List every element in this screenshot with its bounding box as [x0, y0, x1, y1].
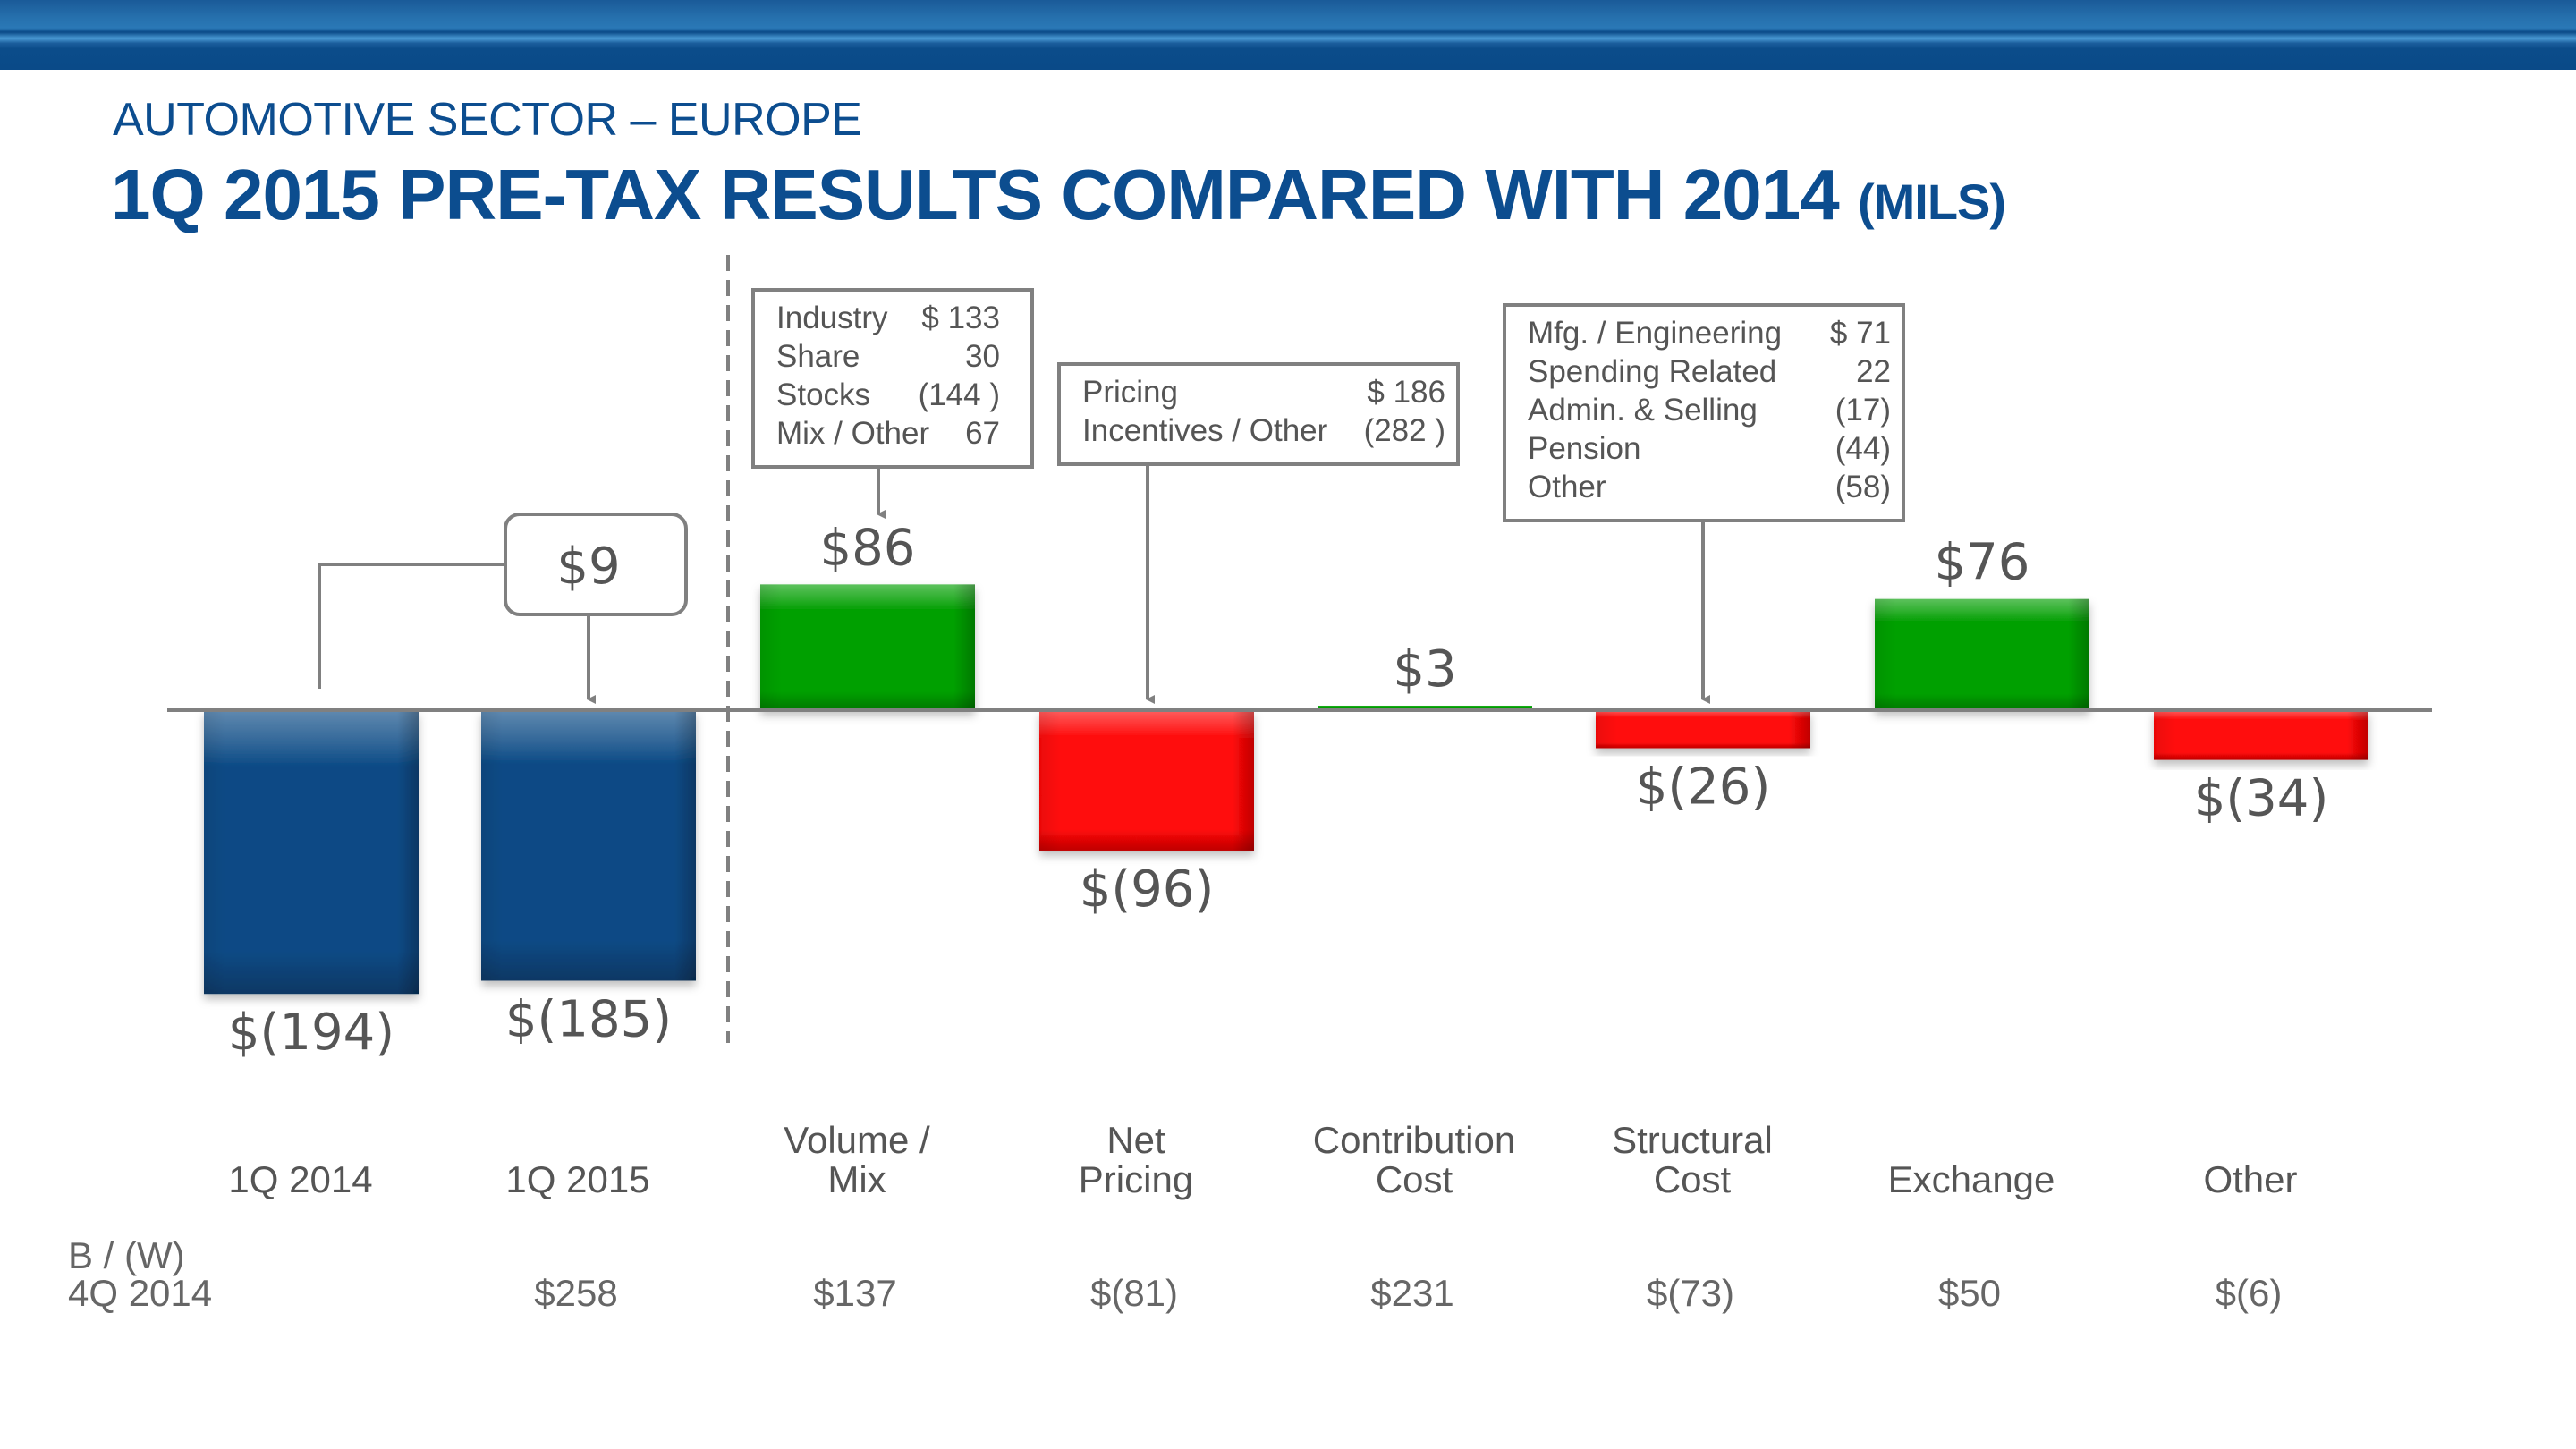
detail-row-value: (282 ) [1364, 413, 1445, 448]
bar-bevel-h [1039, 710, 1254, 851]
category-label: Other [2203, 1158, 2297, 1200]
detail-row-value: 67 [965, 416, 1000, 451]
bar [1039, 710, 1254, 851]
detail-row-value: 22 [1856, 354, 1891, 389]
detail-row-label: Mix / Other [776, 416, 929, 451]
bar-value-label: $(34) [2194, 770, 2329, 828]
bar-bevel-h [1596, 710, 1810, 749]
detail-box-frame [1503, 303, 1905, 522]
detail-row-label: Stocks [776, 377, 870, 412]
bar [1318, 706, 1532, 710]
detail-box-frame [1057, 362, 1460, 466]
detail-row-label: Industry [776, 301, 888, 335]
detail-box-frame [751, 288, 1034, 469]
detail-row-value: (144 ) [919, 377, 1000, 412]
bar [760, 584, 975, 710]
detail-row-label: Pricing [1082, 375, 1178, 410]
detail-row-label: Other [1528, 470, 1606, 504]
bar-fill [1318, 706, 1532, 710]
detail-box: Industry $ 133 Share 30 Stocks (144 ) Mix / Ot… [751, 288, 1034, 519]
bar-bevel-h [481, 710, 696, 981]
bar-bevel-h [2154, 710, 2368, 760]
detail-row-value: (44) [1835, 431, 1891, 466]
bar-value-label: $3 [1393, 640, 1456, 699]
slide-title: 1Q 2015 PRE-TAX RESULTS COMPARED WITH 20… [111, 154, 2006, 236]
category-label: 1Q 2015 [505, 1158, 649, 1200]
category-label: Pricing [1079, 1158, 1193, 1200]
category-label: Cost [1376, 1158, 1453, 1200]
detail-row-value: (58) [1835, 470, 1891, 504]
bar-value-label: $86 [820, 519, 916, 577]
detail-row-value: $ 133 [921, 301, 1000, 335]
comparison-label-line1: B / (W) [68, 1234, 185, 1276]
comparison-label-line2: 4Q 2014 [68, 1272, 212, 1314]
bar [204, 710, 419, 995]
slide-subtitle: AUTOMOTIVE SECTOR – EUROPE [113, 94, 862, 146]
comparison-value: $(6) [2216, 1272, 2283, 1314]
detail-row-label: Pension [1528, 431, 1640, 466]
category-label: Net [1106, 1119, 1165, 1161]
detail-row-value: $ 71 [1830, 316, 1891, 351]
detail-row-label: Spending Related [1528, 354, 1776, 389]
bar-bevel-h [760, 584, 975, 710]
category-label: Contribution [1313, 1119, 1515, 1161]
detail-row-label: Share [776, 339, 860, 374]
category-label: Mix [827, 1158, 886, 1200]
bar-bevel-h [204, 710, 419, 995]
bar-value-label: $(96) [1080, 860, 1215, 919]
bar-value-label: $(194) [228, 1004, 394, 1062]
category-label: 1Q 2014 [228, 1158, 372, 1200]
change-callout-box [504, 513, 688, 616]
detail-row-value: $ 186 [1367, 375, 1445, 410]
comparison-value: $137 [813, 1272, 896, 1314]
category-label: Structural [1612, 1119, 1773, 1161]
category-label: Exchange [1888, 1158, 2055, 1200]
header-banner [0, 0, 2576, 70]
change-connector-line [318, 563, 505, 689]
detail-box: Pricing $ 186 Incentives / Other (282 ) [1057, 362, 1460, 704]
title-text: 1Q 2015 PRE-TAX RESULTS COMPARED WITH 20… [111, 155, 1840, 234]
comparison-value: $231 [1370, 1272, 1453, 1314]
title-units: (MILS) [1857, 174, 2006, 230]
detail-box: Mfg. / Engineering $ 71 Spending Related 22… [1503, 303, 1905, 704]
detail-row-value: 30 [965, 339, 1000, 374]
detail-row-value: (17) [1835, 393, 1891, 428]
bar-value-label: $(26) [1636, 758, 1771, 817]
bar [1875, 598, 2089, 710]
detail-row-label: Admin. & Selling [1528, 393, 1758, 428]
comparison-value: $(81) [1090, 1272, 1178, 1314]
category-label: Cost [1654, 1158, 1732, 1200]
detail-row-label: Mfg. / Engineering [1528, 316, 1782, 351]
comparison-value: $50 [1938, 1272, 2001, 1314]
change-callout-value: $9 [556, 538, 620, 596]
detail-row-label: Incentives / Other [1082, 413, 1328, 448]
comparison-value: $(73) [1647, 1272, 1734, 1314]
bar [481, 710, 696, 981]
bar-bevel-h [1875, 598, 2089, 710]
bar [2154, 710, 2368, 760]
comparison-value: $258 [534, 1272, 617, 1314]
bar [1596, 710, 1810, 749]
bar-value-label: $(185) [505, 990, 672, 1048]
bar-value-label: $76 [1935, 534, 2030, 592]
category-label: Volume / [784, 1119, 930, 1161]
